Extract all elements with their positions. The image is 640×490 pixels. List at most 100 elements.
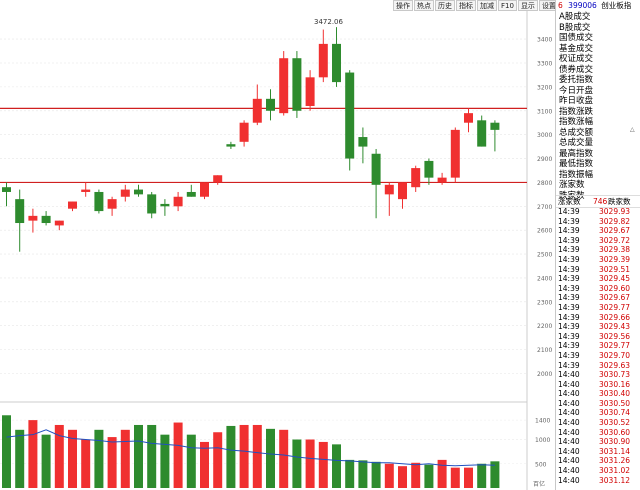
volume-bar[interactable] (68, 429, 77, 488)
candle-body[interactable] (226, 144, 236, 147)
candle-body[interactable] (15, 199, 25, 224)
volume-bar[interactable] (239, 424, 249, 488)
indicator-item[interactable]: 最低指数 (559, 159, 594, 169)
candle-body[interactable] (490, 122, 500, 130)
candle-body[interactable] (450, 129, 460, 178)
volume-bar[interactable] (490, 461, 500, 488)
indicator-item[interactable]: 指数涨跌 (559, 106, 594, 117)
candle-body[interactable] (173, 196, 183, 207)
indicator-item[interactable]: 国债成交 (559, 33, 594, 43)
volume-bar[interactable] (160, 434, 170, 488)
candle-body[interactable] (200, 182, 209, 197)
toolbar-button-f10[interactable]: F10 (498, 0, 517, 11)
candle-body[interactable] (41, 215, 51, 224)
candle-body[interactable] (411, 168, 421, 188)
volume-bar[interactable] (371, 461, 381, 488)
volume-bar[interactable] (213, 432, 223, 488)
candle-body[interactable] (398, 182, 407, 200)
indicator-item[interactable]: 昨日收盘 (559, 96, 594, 106)
volume-bar[interactable] (15, 429, 25, 488)
volume-bar[interactable] (450, 467, 460, 488)
volume-bar[interactable] (54, 424, 64, 488)
volume-bar[interactable] (107, 437, 117, 488)
indicator-item[interactable]: 最高指数 (559, 148, 594, 159)
volume-bar[interactable] (318, 441, 328, 488)
indicator-item[interactable]: 委托指数 (559, 75, 594, 85)
volume-bar[interactable] (2, 415, 11, 488)
volume-bar[interactable] (477, 463, 487, 488)
candle-body[interactable] (213, 175, 223, 183)
candle-body[interactable] (54, 220, 64, 226)
volume-bar[interactable] (120, 429, 130, 488)
indicator-item[interactable]: 债券成交 (559, 64, 594, 75)
volume-bar[interactable] (411, 462, 421, 488)
volume-bar[interactable] (147, 424, 157, 488)
indicator-item[interactable]: A股成交 (559, 12, 591, 22)
candle-body[interactable] (345, 72, 355, 159)
toolbar-button-history[interactable]: 历史 (435, 0, 455, 11)
volume-bar[interactable] (41, 434, 51, 488)
toolbar-button-indicator[interactable]: 指标 (456, 0, 476, 11)
indicator-item[interactable]: 指数振幅 (559, 169, 594, 180)
candle-body[interactable] (186, 191, 196, 197)
candle-body[interactable] (252, 98, 262, 123)
volume-bar[interactable] (28, 420, 38, 488)
volume-bar[interactable] (81, 439, 91, 488)
indicator-item[interactable]: 涨家数 (559, 180, 585, 190)
volume-bar[interactable] (332, 444, 341, 488)
price-chart[interactable]: 3400 3300 3200 3100 3000 2900 2800 2700 2600 2500… (0, 0, 555, 490)
candle-body[interactable] (477, 120, 487, 147)
indicator-item[interactable]: 基金成交 (559, 43, 594, 54)
candle-body[interactable] (28, 215, 38, 221)
candle-body[interactable] (239, 122, 249, 142)
indicator-item[interactable]: 今日开盘 (559, 85, 594, 96)
indicator-item[interactable]: 指数涨幅 (559, 117, 594, 127)
volume-bar[interactable] (398, 466, 407, 488)
candle-body[interactable] (464, 113, 473, 123)
volume-bar[interactable] (94, 429, 104, 488)
tick-list[interactable]: 14:39 3029.93 14:39 3029.82 14:39 3029.67 14:3… (556, 207, 640, 485)
candle-body[interactable] (81, 189, 91, 192)
candle-body[interactable] (2, 187, 11, 192)
indicator-item[interactable]: 总成交量 (559, 138, 594, 148)
volume-bar[interactable] (173, 422, 183, 488)
candle-body[interactable] (384, 184, 394, 195)
volume-bar[interactable] (424, 464, 434, 488)
candle-body[interactable] (424, 160, 434, 178)
volume-bar[interactable] (279, 429, 289, 488)
candle-body[interactable] (107, 199, 117, 209)
volume-bar[interactable] (358, 460, 368, 488)
candle-body[interactable] (266, 98, 275, 111)
candle-body[interactable] (120, 189, 130, 197)
candle-body[interactable] (147, 194, 157, 214)
indicator-item[interactable]: 总成交额 (559, 127, 594, 138)
volume-bar[interactable] (200, 441, 209, 488)
volume-bar[interactable] (134, 424, 143, 488)
toolbar-button-operate[interactable]: 操作 (393, 0, 413, 11)
candle-body[interactable] (358, 137, 368, 147)
candle-body[interactable] (437, 177, 447, 183)
volume-bar[interactable] (464, 467, 473, 488)
indicator-item[interactable]: B股成交 (559, 22, 591, 33)
indicator-item[interactable]: 权证成交 (559, 54, 594, 64)
candle-body[interactable] (160, 203, 170, 207)
candle-body[interactable] (318, 43, 328, 78)
candle-body[interactable] (305, 77, 315, 106)
volume-bar[interactable] (437, 459, 447, 488)
volume-bar[interactable] (305, 439, 315, 488)
volume-bar[interactable] (266, 428, 275, 488)
toolbar-button-hotspot[interactable]: 热点 (414, 0, 434, 11)
chart-area[interactable]: 3400 3300 3200 3100 3000 2900 2800 2700 2600 2500… (0, 0, 559, 490)
candle-body[interactable] (279, 58, 289, 114)
volume-bar[interactable] (384, 463, 394, 488)
candle-body[interactable] (292, 58, 302, 111)
toolbar-button-add[interactable]: 加减 (477, 0, 497, 11)
volume-bar[interactable] (226, 425, 236, 488)
candle-body[interactable] (371, 153, 381, 185)
volume-bar[interactable] (186, 434, 196, 488)
volume-bar[interactable] (252, 424, 262, 488)
candle-body[interactable] (332, 43, 341, 83)
volume-bar[interactable] (292, 439, 302, 488)
toolbar-button-display[interactable]: 显示 (517, 0, 538, 11)
candle-body[interactable] (68, 201, 77, 209)
